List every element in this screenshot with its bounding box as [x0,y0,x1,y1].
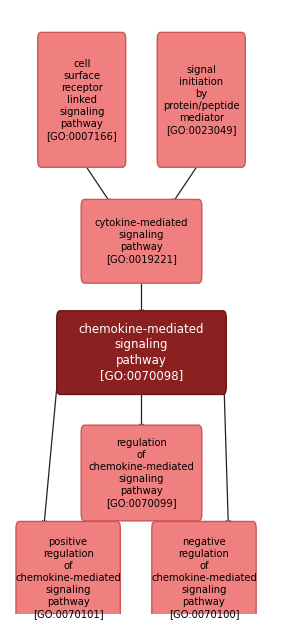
FancyBboxPatch shape [81,199,202,283]
Text: regulation
of
chemokine-mediated
signaling
pathway
[GO:0070099]: regulation of chemokine-mediated signali… [89,438,194,508]
Text: chemokine-mediated
signaling
pathway
[GO:0070098]: chemokine-mediated signaling pathway [GO… [79,323,204,382]
FancyBboxPatch shape [16,522,120,627]
FancyBboxPatch shape [152,522,256,627]
FancyBboxPatch shape [38,33,126,167]
FancyBboxPatch shape [157,33,245,167]
Text: cytokine-mediated
signaling
pathway
[GO:0019221]: cytokine-mediated signaling pathway [GO:… [95,218,188,264]
FancyBboxPatch shape [81,425,202,521]
FancyBboxPatch shape [57,311,226,394]
Text: signal
initiation
by
protein/peptide
mediator
[GO:0023049]: signal initiation by protein/peptide med… [163,65,240,135]
Text: positive
regulation
of
chemokine-mediated
signaling
pathway
[GO:0070101]: positive regulation of chemokine-mediate… [15,537,121,619]
Text: cell
surface
receptor
linked
signaling
pathway
[GO:0007166]: cell surface receptor linked signaling p… [46,59,117,141]
Text: negative
regulation
of
chemokine-mediated
signaling
pathway
[GO:0070100]: negative regulation of chemokine-mediate… [151,537,257,619]
